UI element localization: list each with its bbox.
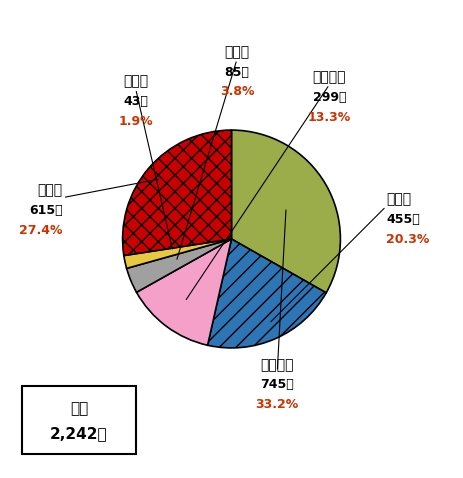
Text: 745件: 745件 bbox=[260, 379, 294, 391]
Text: 33.2%: 33.2% bbox=[256, 398, 299, 411]
Text: 合計: 合計 bbox=[70, 401, 88, 416]
Wedge shape bbox=[124, 239, 232, 268]
Wedge shape bbox=[126, 239, 232, 293]
Text: 3.8%: 3.8% bbox=[220, 86, 254, 98]
Text: 85件: 85件 bbox=[225, 66, 250, 79]
Wedge shape bbox=[123, 130, 232, 256]
Text: 1.9%: 1.9% bbox=[119, 115, 153, 128]
Text: 米国籍: 米国籍 bbox=[386, 192, 411, 206]
Text: 27.4%: 27.4% bbox=[19, 224, 63, 237]
FancyBboxPatch shape bbox=[22, 386, 136, 454]
Text: 20.3%: 20.3% bbox=[386, 232, 430, 246]
Text: 455件: 455件 bbox=[386, 213, 420, 226]
Wedge shape bbox=[207, 239, 326, 348]
Wedge shape bbox=[232, 130, 340, 293]
Text: その他: その他 bbox=[225, 45, 250, 59]
Text: 中国籍: 中国籍 bbox=[38, 184, 63, 197]
Text: 299件: 299件 bbox=[313, 91, 346, 104]
Text: 2,242件: 2,242件 bbox=[50, 426, 108, 441]
Text: 13.3%: 13.3% bbox=[308, 110, 351, 123]
Text: 615件: 615件 bbox=[29, 204, 63, 217]
Text: 43件: 43件 bbox=[123, 95, 148, 109]
Text: 韓国籍: 韓国籍 bbox=[123, 75, 148, 89]
Text: 日本国籍: 日本国籍 bbox=[313, 70, 346, 84]
Wedge shape bbox=[137, 239, 232, 345]
Text: 欧州国籍: 欧州国籍 bbox=[261, 358, 294, 372]
